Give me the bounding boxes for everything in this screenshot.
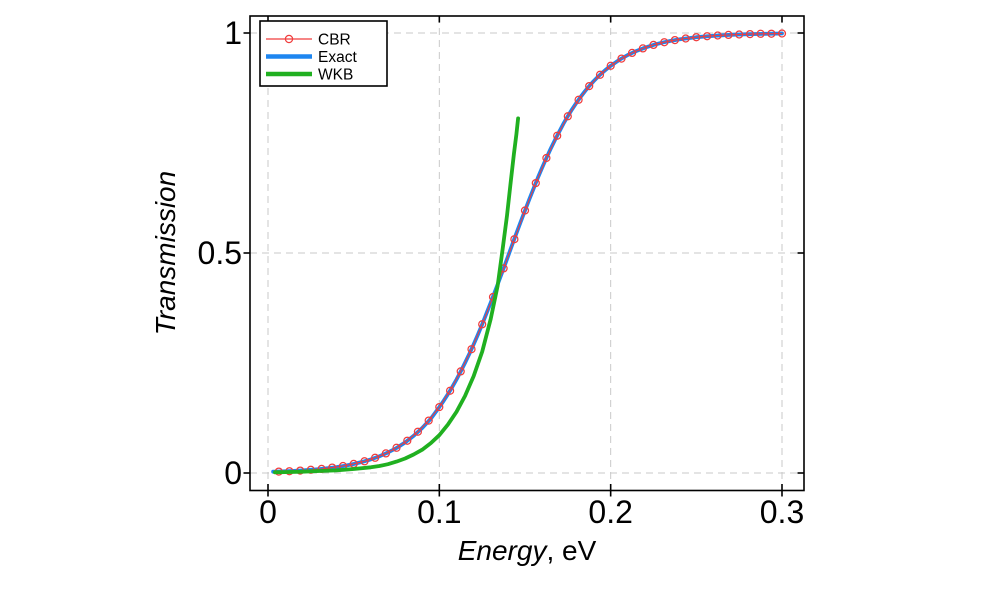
cbr-marker bbox=[595, 70, 605, 79]
cbr-marker bbox=[563, 112, 572, 121]
legend-marker-cbr bbox=[284, 34, 294, 44]
cbr-marker bbox=[381, 449, 391, 458]
cbr-marker bbox=[424, 416, 433, 425]
cbr-marker bbox=[692, 33, 701, 42]
x-axis-label: Energy, eV bbox=[458, 535, 597, 566]
cbr-marker bbox=[445, 386, 455, 395]
cbr-marker bbox=[627, 48, 637, 58]
cbr-marker bbox=[756, 29, 765, 38]
series-cbr-line bbox=[278, 32, 783, 473]
cbr-marker bbox=[413, 427, 423, 436]
cbr-marker bbox=[617, 54, 626, 63]
cbr-marker bbox=[370, 453, 380, 462]
y-axis-label: Transmission bbox=[150, 171, 181, 335]
series-layer bbox=[271, 29, 787, 476]
cbr-marker bbox=[456, 367, 465, 376]
cbr-marker bbox=[745, 29, 755, 39]
cbr-marker bbox=[531, 178, 540, 188]
cbr-marker bbox=[360, 457, 369, 466]
cbr-marker bbox=[392, 443, 401, 452]
y-tick-label-0: 0 bbox=[224, 455, 242, 491]
series-wkb-line bbox=[273, 116, 520, 475]
x-tick-label-0.2: 0.2 bbox=[588, 494, 632, 530]
cbr-marker bbox=[403, 436, 412, 445]
cbr-marker bbox=[702, 32, 712, 41]
x-tick-label-0.3: 0.3 bbox=[760, 494, 804, 530]
grid-layer bbox=[250, 16, 804, 491]
ticks-layer bbox=[243, 16, 804, 497]
cbr-marker bbox=[606, 61, 615, 70]
cbr-marker bbox=[713, 31, 722, 40]
cbr-marker bbox=[574, 95, 583, 104]
cbr-marker bbox=[649, 40, 658, 50]
cbr-marker bbox=[681, 34, 690, 43]
y-tick-label-0.5: 0.5 bbox=[198, 235, 242, 271]
tick-labels-layer: 0 0.1 0.2 0.3 0 0.5 1 bbox=[198, 15, 805, 530]
x-axis-label-unit: , eV bbox=[546, 535, 596, 566]
x-tick-label-0.1: 0.1 bbox=[417, 494, 461, 530]
cbr-marker bbox=[777, 29, 787, 38]
x-tick-label-0: 0 bbox=[259, 494, 277, 530]
legend-label-exact: Exact bbox=[318, 49, 357, 66]
cbr-marker bbox=[510, 235, 519, 244]
cbr-marker bbox=[435, 402, 444, 412]
legend-label-cbr: CBR bbox=[318, 32, 351, 49]
cbr-marker bbox=[520, 206, 530, 215]
y-tick-label-1: 1 bbox=[224, 15, 242, 51]
cbr-marker bbox=[735, 30, 744, 39]
cbr-marker bbox=[467, 345, 476, 354]
cbr-marker bbox=[767, 29, 776, 38]
cbr-marker bbox=[724, 30, 733, 40]
cbr-marker bbox=[670, 35, 680, 45]
cbr-marker bbox=[638, 44, 648, 53]
cbr-marker bbox=[660, 38, 669, 47]
cbr-marker bbox=[478, 320, 487, 329]
cbr-marker bbox=[542, 153, 551, 163]
cbr-marker bbox=[585, 81, 594, 91]
legend-label-wkb: WKB bbox=[318, 67, 353, 84]
cbr-marker bbox=[553, 131, 562, 140]
x-axis-label-quantity: Energy bbox=[458, 535, 549, 566]
